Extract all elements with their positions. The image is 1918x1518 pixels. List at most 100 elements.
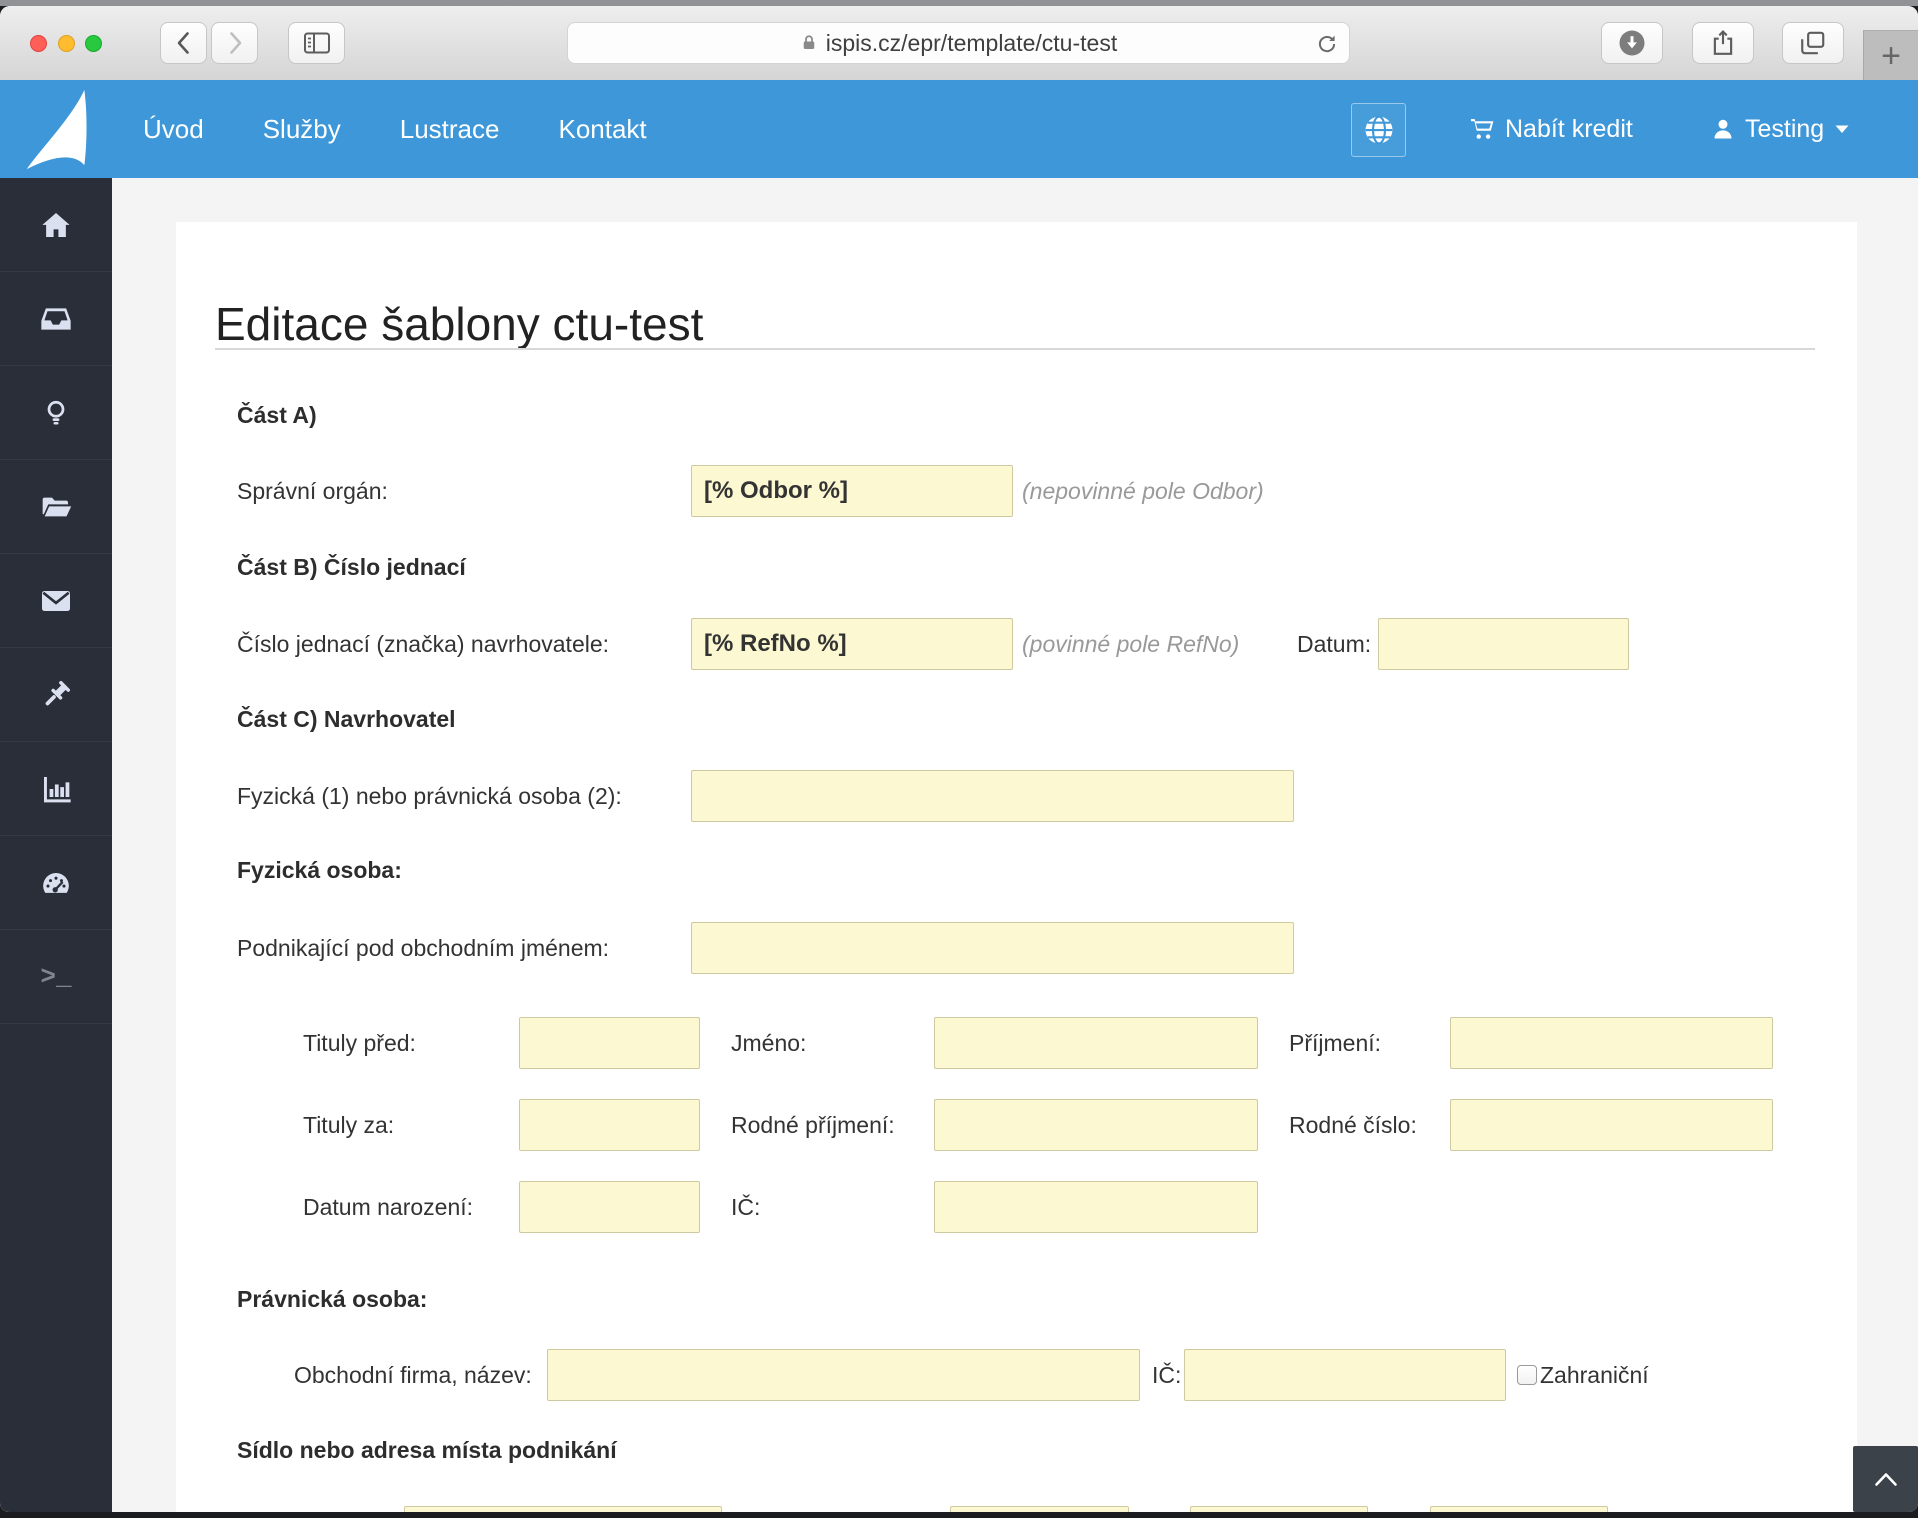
bar-chart-icon [44, 776, 71, 802]
datum-narozeni-input[interactable] [519, 1181, 700, 1233]
browser-toolbar: ispis.cz/epr/template/ctu-test [0, 6, 1918, 81]
browser-window: ispis.cz/epr/template/ctu-test [0, 6, 1918, 1512]
osoba-typ-label: Fyzická (1) nebo právnická osoba (2): [237, 783, 622, 809]
minimize-window-button[interactable] [58, 35, 75, 52]
cislo-orientacni-input-partial[interactable] [1190, 1506, 1368, 1512]
podnikajici-input[interactable] [691, 922, 1294, 974]
cislo-jednaci-label: Číslo jednací (značka) navrhovatele: [237, 631, 610, 657]
tituly-pred-input[interactable] [519, 1017, 700, 1069]
sidebar-item-folders[interactable] [0, 460, 112, 554]
scroll-to-top-button[interactable] [1853, 1446, 1918, 1512]
nav-link-lustrace[interactable]: Lustrace [399, 113, 500, 144]
terminal-icon: >_ [40, 961, 72, 992]
user-label: Testing [1745, 114, 1825, 143]
downloads-button[interactable] [1601, 22, 1663, 64]
nav-link-sluzby[interactable]: Služby [262, 113, 341, 144]
reload-button[interactable] [1315, 32, 1339, 56]
sidebar-item-dashboard[interactable] [0, 836, 112, 930]
sidebar-item-statistics[interactable] [0, 742, 112, 836]
ic-input[interactable] [934, 1181, 1258, 1233]
language-button[interactable] [1351, 103, 1406, 157]
zoom-window-button[interactable] [85, 35, 102, 52]
podnikajici-label: Podnikající pod obchodním jménem: [237, 935, 610, 961]
ic-label: IČ: [731, 1194, 761, 1220]
odbor-input[interactable] [691, 465, 1013, 517]
download-icon [1619, 30, 1645, 56]
sidebar-item-messages[interactable] [0, 554, 112, 648]
tachometer-icon [43, 872, 69, 893]
share-icon [1713, 29, 1733, 55]
tituly-pred-label: Tituly před: [303, 1030, 416, 1056]
cislo-popisne-input-partial[interactable] [950, 1506, 1129, 1512]
cart-icon [1470, 119, 1494, 139]
sidebar-item-inbox[interactable] [0, 272, 112, 366]
sidebar-toggle-button[interactable] [288, 22, 345, 64]
gavel-icon [45, 680, 71, 705]
user-menu[interactable]: Testing [1711, 80, 1850, 178]
show-tabs-button[interactable] [1782, 22, 1844, 64]
nav-link-uvod[interactable]: Úvod [143, 113, 204, 144]
site-navbar: Úvod Služby Lustrace Kontakt Nabít kredi… [0, 80, 1918, 178]
back-button[interactable] [160, 22, 207, 64]
title-divider [215, 348, 1815, 350]
zahranicni-checkbox[interactable] [1517, 1365, 1537, 1385]
odbor-hint: (nepovinné pole Odbor) [1022, 478, 1264, 504]
zahranicni-label: Zahraniční [1540, 1362, 1649, 1388]
osoba-typ-input[interactable] [691, 770, 1294, 822]
sidebar-item-ideas[interactable] [0, 366, 112, 460]
sidebar-icon [303, 32, 330, 54]
nav-links: Úvod Služby Lustrace Kontakt [143, 80, 647, 178]
reload-icon [1318, 35, 1336, 53]
caret-down-icon [1835, 125, 1849, 133]
forward-button[interactable] [211, 22, 258, 64]
folder-open-icon [42, 497, 72, 516]
new-tab-button[interactable]: + [1863, 30, 1918, 81]
rodne-prijmeni-label: Rodné příjmení: [731, 1112, 895, 1138]
share-button[interactable] [1692, 22, 1754, 64]
fyzicka-osoba-heading: Fyzická osoba: [237, 857, 402, 883]
address-bar[interactable]: ispis.cz/epr/template/ctu-test [567, 22, 1350, 64]
part-a-heading: Část A) [237, 402, 317, 428]
rodne-cislo-input[interactable] [1450, 1099, 1773, 1151]
obchodni-firma-input[interactable] [547, 1349, 1140, 1401]
datum-input[interactable] [1378, 618, 1629, 670]
inbox-icon [41, 307, 71, 330]
app-sidebar: >_ [0, 178, 112, 1512]
datum-label: Datum: [1297, 631, 1372, 657]
sidebar-item-home[interactable] [0, 178, 112, 272]
obchodni-firma-label: Obchodní firma, název: [294, 1362, 532, 1388]
rodne-cislo-label: Rodné číslo: [1289, 1112, 1417, 1138]
jmeno-input[interactable] [934, 1017, 1258, 1069]
rodne-prijmeni-input[interactable] [934, 1099, 1258, 1151]
envelope-icon [42, 590, 70, 611]
refno-input[interactable] [691, 618, 1013, 670]
nav-link-kontakt[interactable]: Kontakt [558, 113, 647, 144]
credit-label: Nabít kredit [1505, 114, 1633, 143]
datum-narozeni-label: Datum narození: [303, 1194, 474, 1220]
credit-button[interactable]: Nabít kredit [1469, 80, 1633, 178]
tituly-za-label: Tituly za: [303, 1112, 395, 1138]
psc-input-partial[interactable] [1430, 1506, 1608, 1512]
ulice-input-partial[interactable] [404, 1506, 722, 1512]
jmeno-label: Jméno: [731, 1030, 807, 1056]
site-logo[interactable] [22, 88, 92, 172]
spravni-organ-label: Správní orgán: [237, 478, 388, 504]
url-text: ispis.cz/epr/template/ctu-test [825, 29, 1118, 56]
chevron-left-icon [177, 32, 189, 54]
ic2-input[interactable] [1184, 1349, 1506, 1401]
sidebar-item-auctions[interactable] [0, 648, 112, 742]
chevron-right-icon [229, 32, 241, 54]
refno-hint: (povinné pole RefNo) [1022, 631, 1240, 657]
sidebar-item-terminal[interactable]: >_ [0, 930, 112, 1024]
ic2-label: IČ: [1152, 1362, 1182, 1388]
prijmeni-input[interactable] [1450, 1017, 1773, 1069]
plus-icon: + [1881, 37, 1901, 75]
close-window-button[interactable] [30, 35, 47, 52]
part-c-heading: Část C) Navrhovatel [237, 706, 456, 732]
pravnicka-osoba-heading: Právnická osoba: [237, 1286, 428, 1312]
tabs-icon [1801, 31, 1825, 55]
content-card: Editace šablony ctu-test Část A) Správní… [176, 222, 1857, 1512]
tituly-za-input[interactable] [519, 1099, 700, 1151]
home-icon [42, 212, 70, 237]
